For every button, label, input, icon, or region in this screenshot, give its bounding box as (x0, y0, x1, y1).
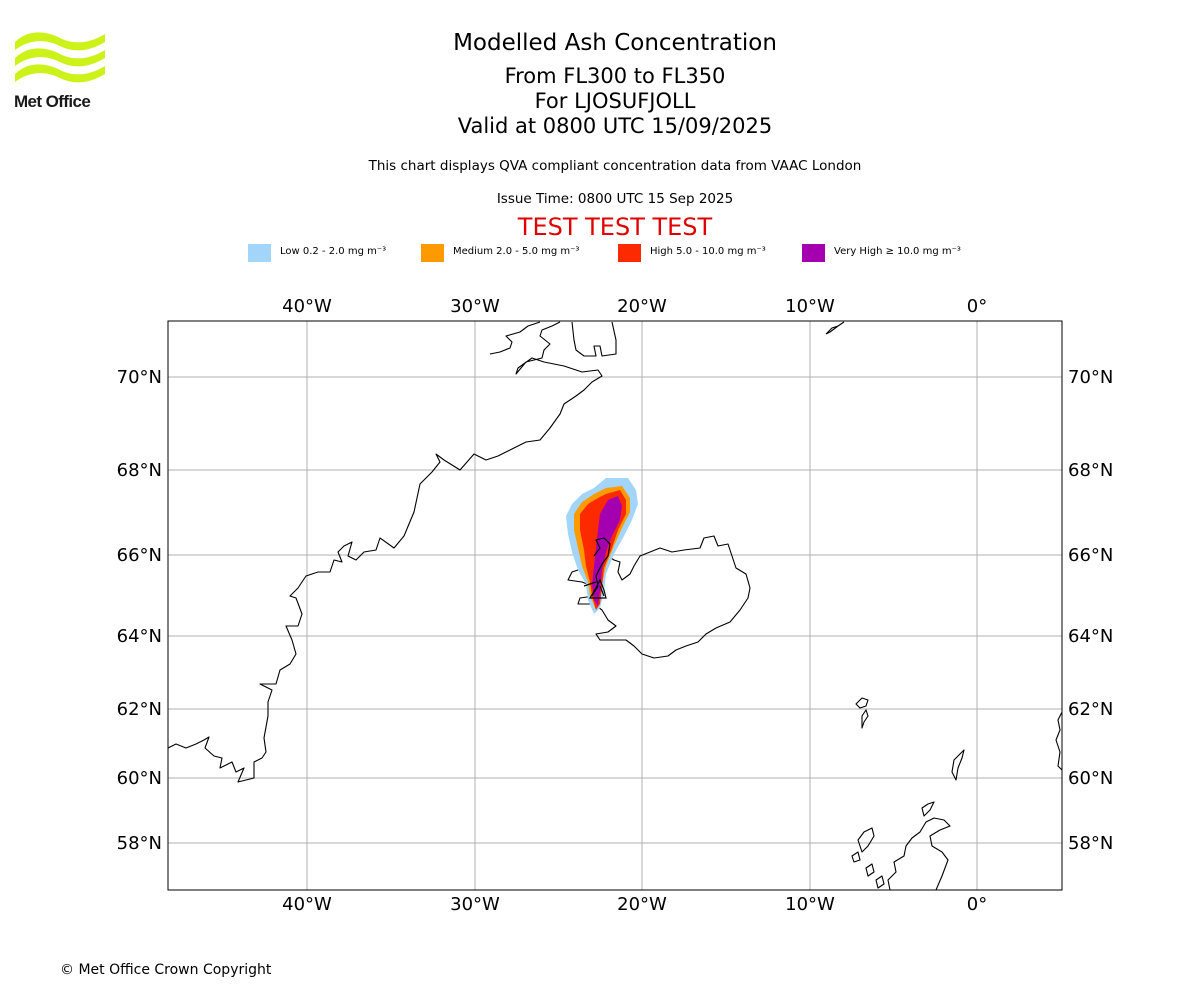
lat-tick-left: 60°N (117, 768, 162, 789)
ash-plume (566, 478, 638, 614)
met-office-logo: Met Office (14, 30, 110, 112)
subtitle-volcano: For LJOSUFJOLL (534, 89, 696, 113)
coast-faroe-islands (855, 697, 869, 729)
lat-tick-right: 64°N (1068, 626, 1113, 647)
legend-swatch-low (248, 244, 271, 262)
subtitle-valid-time: Valid at 0800 UTC 15/09/2025 (457, 114, 773, 138)
lat-tick-right: 60°N (1068, 768, 1113, 789)
subtitle-flight-levels: From FL300 to FL350 (504, 64, 726, 88)
legend-swatch-medium (421, 244, 444, 262)
lat-tick-right: 68°N (1068, 460, 1113, 481)
lat-tick-left: 62°N (117, 699, 162, 720)
legend-label-very-high: Very High ≥ 10.0 mg m⁻³ (834, 246, 961, 257)
legend-label-low: Low 0.2 - 2.0 mg m⁻³ (280, 246, 387, 257)
logo-text: Met Office (14, 92, 91, 111)
lon-tick-top: 20°W (617, 296, 667, 317)
ash-contour-very-high (592, 496, 622, 606)
gridlines (168, 321, 1062, 890)
chart-title: Modelled Ash Concentration (453, 30, 777, 56)
coast-iceland-overlay (593, 537, 611, 587)
lat-tick-right: 58°N (1068, 833, 1113, 854)
lon-tick-top: 40°W (282, 296, 332, 317)
coastlines (168, 321, 1062, 890)
lon-tick-top: 0° (967, 296, 987, 317)
met-office-logo-waves (15, 32, 105, 83)
lon-tick-bottom: 10°W (785, 894, 835, 915)
right-latitude-ticks: 70°N 68°N 66°N 64°N 62°N 60°N 58°N (1068, 367, 1113, 854)
coast-hebrides (851, 827, 885, 889)
lat-tick-left: 66°N (117, 545, 162, 566)
lon-tick-bottom: 40°W (282, 894, 332, 915)
coast-orkney (921, 801, 935, 817)
coast-shetland (951, 749, 965, 781)
issue-time: Issue Time: 0800 UTC 15 Sep 2025 (496, 191, 734, 207)
legend-swatch-very-high (802, 244, 825, 262)
map-background (168, 321, 1062, 890)
lon-tick-bottom: 30°W (450, 894, 500, 915)
coast-greenland (168, 321, 603, 783)
lat-tick-right: 70°N (1068, 367, 1113, 388)
coast-greenland-north (489, 321, 617, 357)
legend-swatch-high (618, 244, 641, 262)
test-banner: TEST TEST TEST (517, 213, 713, 241)
legend-label-medium: Medium 2.0 - 5.0 mg m⁻³ (453, 246, 580, 257)
lon-tick-top: 30°W (450, 296, 500, 317)
map-frame (167, 320, 1063, 891)
chart-subtitle: From FL300 to FL350 For LJOSUFJOLL Valid… (265, 64, 965, 139)
lon-tick-top: 10°W (785, 296, 835, 317)
lat-tick-left: 70°N (117, 367, 162, 388)
lat-tick-right: 66°N (1068, 545, 1113, 566)
volcano-marker (583, 578, 607, 599)
copyright-notice: © Met Office Crown Copyright (60, 962, 272, 978)
coast-scotland (887, 817, 951, 890)
lat-tick-right: 62°N (1068, 699, 1113, 720)
info-line: This chart displays QVA compliant concen… (368, 158, 862, 174)
top-longitude-ticks: 40°W 30°W 20°W 10°W 0° (282, 296, 987, 317)
coast-svalbard-tip (825, 321, 845, 335)
lon-tick-bottom: 20°W (617, 894, 667, 915)
lat-tick-left: 64°N (117, 626, 162, 647)
lat-tick-left: 58°N (117, 833, 162, 854)
legend-label-high: High 5.0 - 10.0 mg m⁻³ (650, 246, 766, 257)
lat-tick-left: 68°N (117, 460, 162, 481)
lon-tick-bottom: 0° (967, 894, 987, 915)
bottom-longitude-ticks: 40°W 30°W 20°W 10°W 0° (282, 894, 987, 915)
left-latitude-ticks: 70°N 68°N 66°N 64°N 62°N 60°N 58°N (117, 367, 162, 854)
coast-norway-edge (1055, 711, 1062, 771)
